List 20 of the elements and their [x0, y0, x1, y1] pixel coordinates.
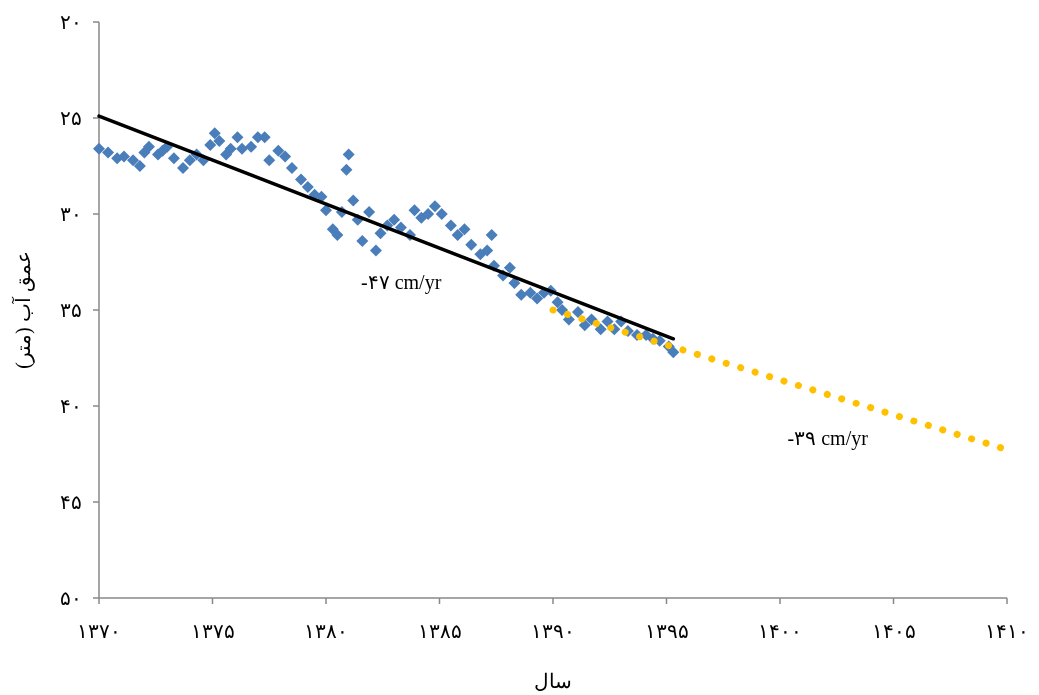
y-tick-label: ۳۵	[60, 299, 82, 321]
x-axis-title: سال	[534, 670, 572, 692]
annotation: -۳۹ cm/yr	[787, 427, 869, 451]
annotation: -۴۷ cm/yr	[361, 271, 442, 295]
y-tick-label: ۴۰	[60, 395, 82, 417]
x-tick-label: ۱۳۷۵	[190, 620, 235, 642]
y-tick-label: ۳۰	[60, 203, 82, 225]
x-tick-label: ۱۴۱۰	[985, 620, 1029, 642]
y-tick-label: ۴۵	[60, 491, 82, 513]
x-tick-label: ۱۳۹۵	[644, 620, 689, 642]
x-tick-label: ۱۳۸۰	[304, 620, 348, 642]
x-tick-label: ۱۴۰۰	[758, 620, 802, 642]
y-axis-title: عمق آب (متر)	[11, 251, 35, 369]
x-tick-label: ۱۳۹۰	[531, 620, 575, 642]
y-tick-label: ۲۵	[60, 107, 82, 129]
y-tick-label: ۲۰	[60, 11, 82, 33]
x-tick-label: ۱۴۰۵	[871, 620, 916, 642]
x-tick-label: ۱۳۷۰	[77, 620, 121, 642]
y-tick-label: ۵۰	[60, 587, 82, 609]
x-tick-label: ۱۳۸۵	[417, 620, 462, 642]
